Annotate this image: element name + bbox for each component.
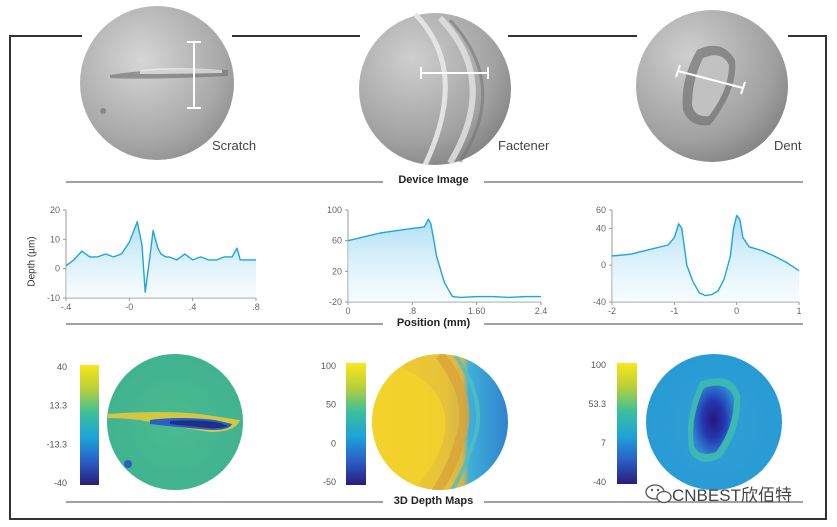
y-tick-label: -10 (47, 293, 60, 303)
y-tick-label: -40 (593, 297, 606, 307)
colorbar-tick-label: -50 (323, 477, 336, 487)
profile-line (347, 218, 541, 299)
x-tick-label: .8 (409, 306, 417, 316)
x-tick-label: 2.4 (535, 306, 548, 316)
y-tick-label: 0 (55, 264, 60, 274)
y-tick-label: 60 (596, 205, 606, 215)
y-tick-label: 0 (601, 260, 606, 270)
colorbar-factener (346, 363, 366, 485)
colorbar-tick-label: 50 (326, 400, 336, 410)
frame-line (9, 35, 827, 520)
watermark-text: CNBEST欣佰特 (672, 486, 792, 505)
wechat-icon (645, 484, 672, 504)
y-tick-label: 20 (50, 205, 60, 215)
x-tick-label: 1 (796, 306, 801, 316)
profile-line (611, 214, 800, 297)
x-tick-label: -1 (670, 306, 678, 316)
x-tick-label: -0 (125, 302, 133, 312)
depth-map-factener (346, 354, 508, 490)
x-tick-label: 0 (734, 306, 739, 316)
colorbar-tick-label: 53.3 (588, 399, 606, 409)
x-tick-label: .8 (252, 302, 260, 312)
position-axis-title: Position (mm) (396, 317, 471, 329)
factener-photo (359, 12, 511, 167)
colorbar-tick-label: 13.3 (49, 401, 67, 411)
colorbar-tick-label: -40 (54, 478, 67, 488)
colorbar-tick-label: 40 (57, 362, 67, 372)
depth-axis-label: Depth (µm) (26, 236, 38, 287)
colorbar-scratch (80, 365, 99, 485)
profile-area (348, 219, 541, 302)
scratch-label: Scratch (212, 138, 257, 153)
dent-label: Dent (774, 138, 802, 153)
depth-map-dent (617, 354, 782, 490)
dent-photo (636, 10, 788, 162)
y-tick-label: 10 (50, 234, 60, 244)
y-tick-label: 100 (327, 205, 342, 215)
colorbar-tick-label: 100 (591, 360, 606, 370)
scratch-photo (80, 6, 234, 160)
colorbar-tick-label: 7 (601, 438, 606, 448)
x-tick-label: -2 (608, 306, 616, 316)
x-tick-label: 0 (345, 306, 350, 316)
colorbar-tick-label: 100 (321, 361, 336, 371)
y-tick-label: 20 (332, 266, 342, 276)
y-tick-label: 40 (596, 223, 606, 233)
profile-area (612, 215, 799, 302)
depth-maps-title: 3D Depth Maps (393, 495, 474, 507)
x-tick-label: .4 (189, 302, 197, 312)
profile-line (65, 221, 256, 293)
depth-profile-factener: 100 60 20 -200 .8 1.60 2.4 (327, 205, 547, 316)
x-tick-label: -.4 (61, 302, 72, 312)
colorbar-tick-label: -13.3 (46, 439, 67, 449)
depth-profile-scratch: 20 10 0 -10-.4 -0 .4 .8 (47, 205, 260, 312)
depth-map-scratch (80, 354, 243, 490)
device-image-title: Device Image (398, 174, 469, 186)
colorbar-tick-label: 0 (331, 438, 336, 448)
profile-area (66, 221, 256, 298)
y-tick-label: -20 (329, 297, 342, 307)
colorbar-tick-label: -40 (593, 477, 606, 487)
colorbar-dent (617, 363, 637, 484)
x-tick-label: 1.60 (468, 306, 486, 316)
y-tick-label: 60 (332, 236, 342, 246)
depth-profile-dent: 60 40 0 -40-2 -1 0 1 (593, 205, 802, 316)
factener-label: Factener (498, 138, 550, 153)
